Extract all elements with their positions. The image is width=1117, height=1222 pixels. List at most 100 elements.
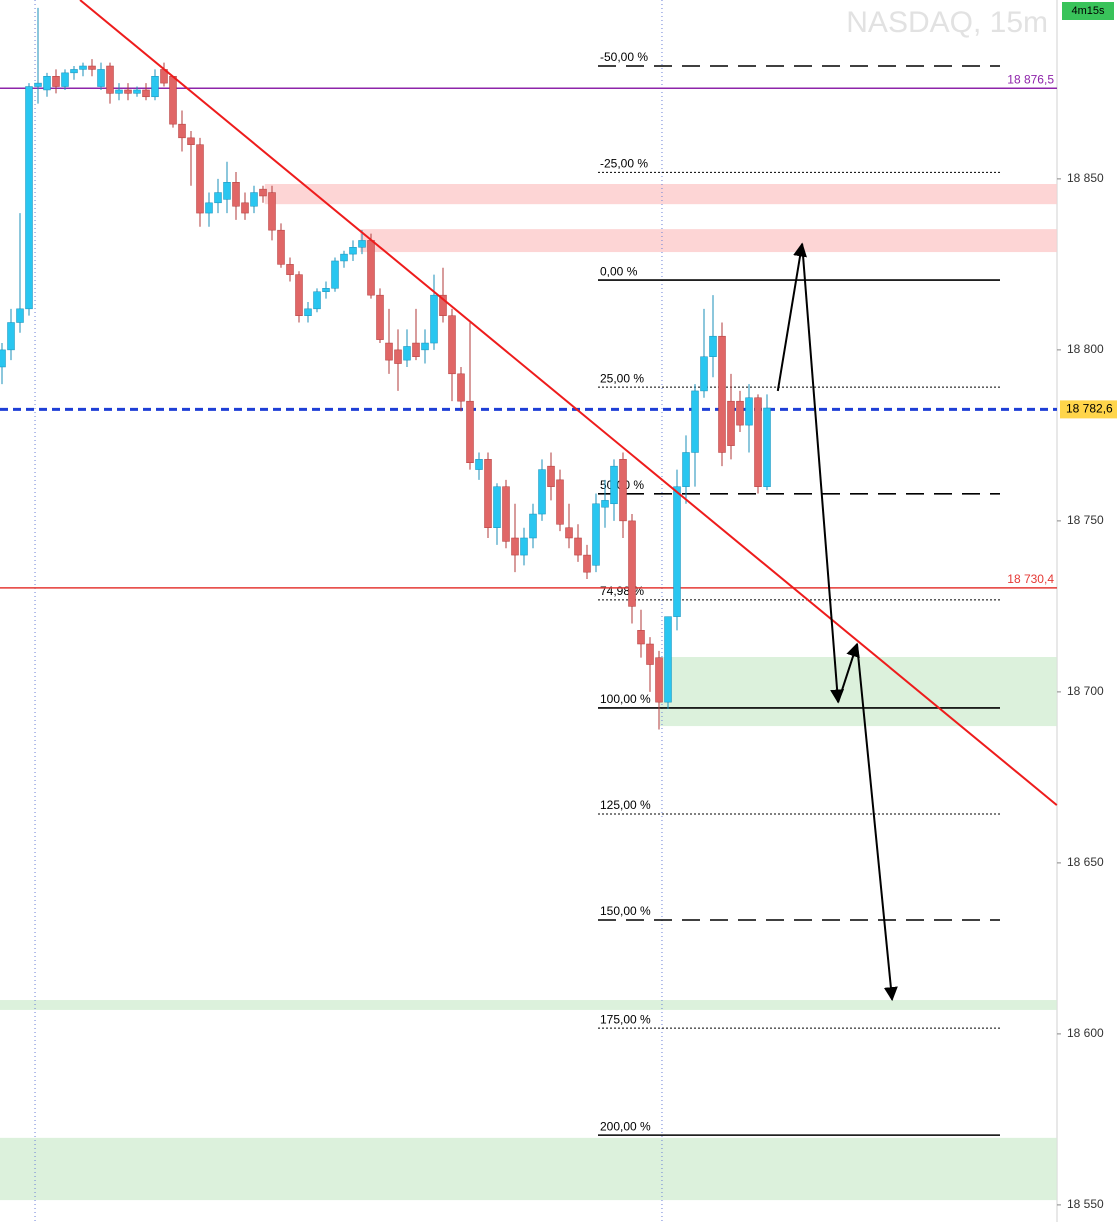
candle-body <box>25 86 33 310</box>
fib-label: 175,00 % <box>600 1012 651 1026</box>
watermark: NASDAQ, 15m <box>846 6 1048 39</box>
zone <box>0 1137 1057 1201</box>
path-arrow <box>837 642 860 703</box>
candle-body <box>385 342 393 361</box>
candle-body <box>0 349 6 368</box>
candle-body <box>16 308 24 323</box>
candle-body <box>448 315 456 375</box>
candle-body <box>169 76 177 125</box>
candle-body <box>7 322 15 351</box>
candle-body <box>142 89 150 98</box>
candle-body <box>583 554 591 573</box>
trendline <box>79 0 1058 806</box>
candle-body <box>97 69 105 87</box>
candle-body <box>763 407 771 487</box>
candle-body <box>574 537 582 556</box>
candle-body <box>331 260 339 289</box>
candle-body <box>124 89 132 94</box>
candle-body <box>250 192 258 207</box>
candle-body <box>88 65 96 70</box>
candle-body <box>736 400 744 426</box>
candle-body <box>349 247 357 255</box>
candle-body <box>304 308 312 316</box>
candle-body <box>43 76 51 91</box>
candle-body <box>745 397 753 426</box>
candle-body <box>484 459 492 528</box>
candle-body <box>115 89 123 94</box>
y-tick-label: 18 700 <box>1067 684 1104 698</box>
path-arrow <box>801 243 845 704</box>
candle-body <box>232 182 240 207</box>
candle-body <box>457 373 465 402</box>
candle-body <box>547 465 555 487</box>
price-line-label: 18 876,5 <box>1007 72 1054 86</box>
candle-body <box>529 513 537 539</box>
candle-body <box>646 643 654 665</box>
candle-body <box>376 294 384 340</box>
candle-body <box>493 486 501 528</box>
fib-label: 74,98 % <box>600 584 644 598</box>
candle-body <box>70 69 78 74</box>
candle-body <box>691 390 699 453</box>
candle-body <box>700 356 708 392</box>
candle-body <box>313 291 321 310</box>
candle-body <box>430 294 438 344</box>
candle-body <box>34 82 42 87</box>
candle-body <box>79 65 87 70</box>
candle-body <box>421 342 429 351</box>
fib-label: 100,00 % <box>600 692 651 706</box>
candle-body <box>394 349 402 364</box>
candle-body <box>637 630 645 645</box>
fib-label: 0,00 % <box>600 264 638 278</box>
candle-body <box>295 274 303 316</box>
y-tick-label: 18 550 <box>1067 1197 1104 1211</box>
candle-body <box>475 459 483 470</box>
fib-label: 25,00 % <box>600 371 644 385</box>
candle-body <box>340 253 348 262</box>
candle-body <box>367 240 375 296</box>
price-line-label: 18 730,4 <box>1007 572 1054 586</box>
candle-body <box>412 342 420 357</box>
candle-body <box>556 479 564 525</box>
candle-body <box>286 264 294 275</box>
candle-body <box>259 188 267 197</box>
candle-body <box>358 240 366 248</box>
fib-label: 200,00 % <box>600 1119 651 1133</box>
candle-body <box>322 288 330 292</box>
candle-body <box>565 527 573 539</box>
candle-body <box>655 657 663 703</box>
candle-body <box>610 465 618 505</box>
fib-label: -25,00 % <box>600 157 648 171</box>
y-tick-label: 18 750 <box>1067 513 1104 527</box>
fib-label: -50,00 % <box>600 50 648 64</box>
candle-body <box>682 452 690 487</box>
fib-label: 150,00 % <box>600 904 651 918</box>
candle-body <box>619 459 627 522</box>
candle-body <box>439 294 447 316</box>
candle-body <box>205 202 213 214</box>
path-arrow <box>856 643 898 1002</box>
candle-body <box>511 537 519 556</box>
y-tick-label: 18 850 <box>1067 171 1104 185</box>
y-tick-label: 18 800 <box>1067 342 1104 356</box>
candle-body <box>196 144 204 214</box>
candle-body <box>727 400 735 446</box>
candle-body <box>403 346 411 361</box>
candle-body <box>151 76 159 98</box>
y-tick-label: 18 650 <box>1067 855 1104 869</box>
candle-body <box>178 123 186 139</box>
candle-body <box>520 537 528 556</box>
candle-body <box>241 202 249 214</box>
candle-body <box>601 500 609 508</box>
candle-body <box>628 520 636 607</box>
path-arrow <box>776 242 807 392</box>
candle-body <box>538 469 546 515</box>
price-label-box <box>1060 400 1117 419</box>
candle-body <box>106 65 114 94</box>
price-line-label: 18 782,6 <box>1066 402 1113 416</box>
candle-body <box>268 192 276 231</box>
candle-body <box>466 400 474 463</box>
zone <box>0 1000 1057 1010</box>
candle-body <box>502 486 510 542</box>
